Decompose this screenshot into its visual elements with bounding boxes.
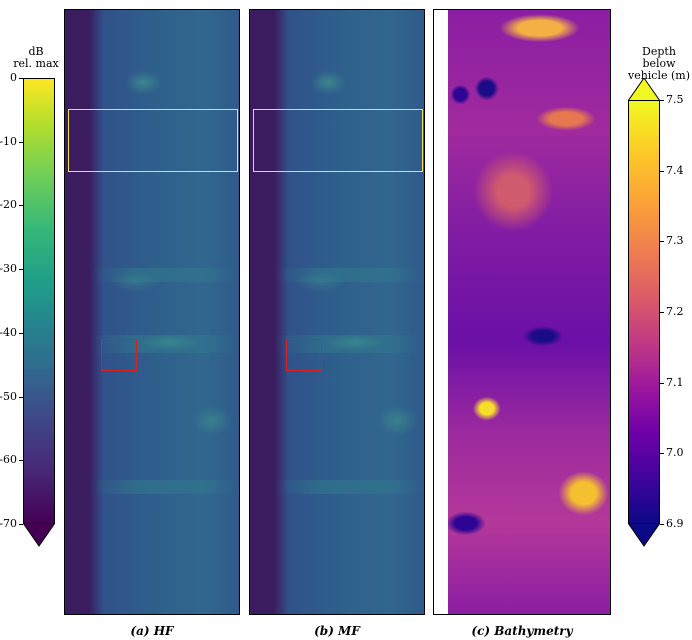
right-colorbar-tick-label: 7.4 (666, 163, 684, 177)
right-colorbar-tick-label: 7.0 (666, 446, 684, 460)
left-colorbar (23, 78, 55, 524)
right-colorbar-tick-label: 7.3 (666, 234, 684, 248)
right-colorbar-label-line1: Depth below (642, 45, 676, 70)
left-colorbar-tick-label: -30 (0, 262, 17, 276)
caption-mf: (b) MF (314, 624, 360, 638)
right-colorbar-tick (660, 453, 664, 455)
left-colorbar-tick (19, 524, 23, 525)
right-colorbar-tick (660, 382, 664, 384)
left-colorbar-tick-label: -20 (0, 198, 17, 212)
right-colorbar-tick-label: 7.5 (666, 93, 684, 106)
right-colorbar-extend-arrow-bottom (628, 523, 660, 547)
left-colorbar-tick (19, 460, 23, 462)
right-colorbar-tick (660, 524, 664, 525)
left-colorbar-tick-label: 0 (10, 71, 17, 84)
right-colorbar-tick (660, 312, 664, 313)
left-colorbar-tick-label: -40 (0, 325, 17, 339)
right-colorbar-extend-arrow-top (628, 78, 660, 102)
left-colorbar-tick-label: -10 (0, 134, 17, 148)
left-colorbar-tick (19, 205, 23, 207)
caption-hf: (a) HF (130, 624, 174, 638)
left-colorbar-tick-label: -70 (0, 517, 17, 530)
hf-sonar-image (64, 9, 240, 615)
left-colorbar-tick (19, 332, 23, 334)
left-colorbar-tick (19, 141, 23, 143)
mf-yellow-region-box (253, 109, 423, 172)
left-colorbar-label-line1: dB (28, 45, 44, 58)
right-colorbar-label: Depth below vehicle (m) (626, 46, 692, 82)
right-colorbar-tick-label: 7.2 (666, 305, 684, 318)
left-colorbar-extend-arrow (23, 523, 55, 547)
left-colorbar-tick (19, 396, 23, 398)
right-colorbar-tick (660, 241, 664, 243)
mf-sonar-image (249, 9, 425, 615)
right-colorbar-tick-label: 7.1 (666, 375, 684, 389)
left-colorbar-tick-label: -50 (0, 389, 17, 403)
right-colorbar-tick-label: 6.9 (666, 517, 684, 530)
hf-red-target-box (101, 339, 137, 371)
left-colorbar-tick (19, 269, 23, 271)
right-colorbar (628, 100, 660, 524)
hf-yellow-region-box (68, 109, 238, 172)
caption-bathymetry: (c) Bathymetry (471, 624, 573, 638)
left-colorbar-label-line2: rel. max (13, 57, 59, 70)
mf-red-target-box (286, 339, 322, 371)
left-colorbar-tick-label: -60 (0, 453, 17, 467)
bathymetry-image (433, 9, 611, 615)
left-colorbar-tick (19, 78, 23, 79)
left-colorbar-label: dB rel. max (10, 46, 62, 70)
right-colorbar-tick (660, 170, 664, 172)
right-colorbar-tick (660, 100, 664, 101)
